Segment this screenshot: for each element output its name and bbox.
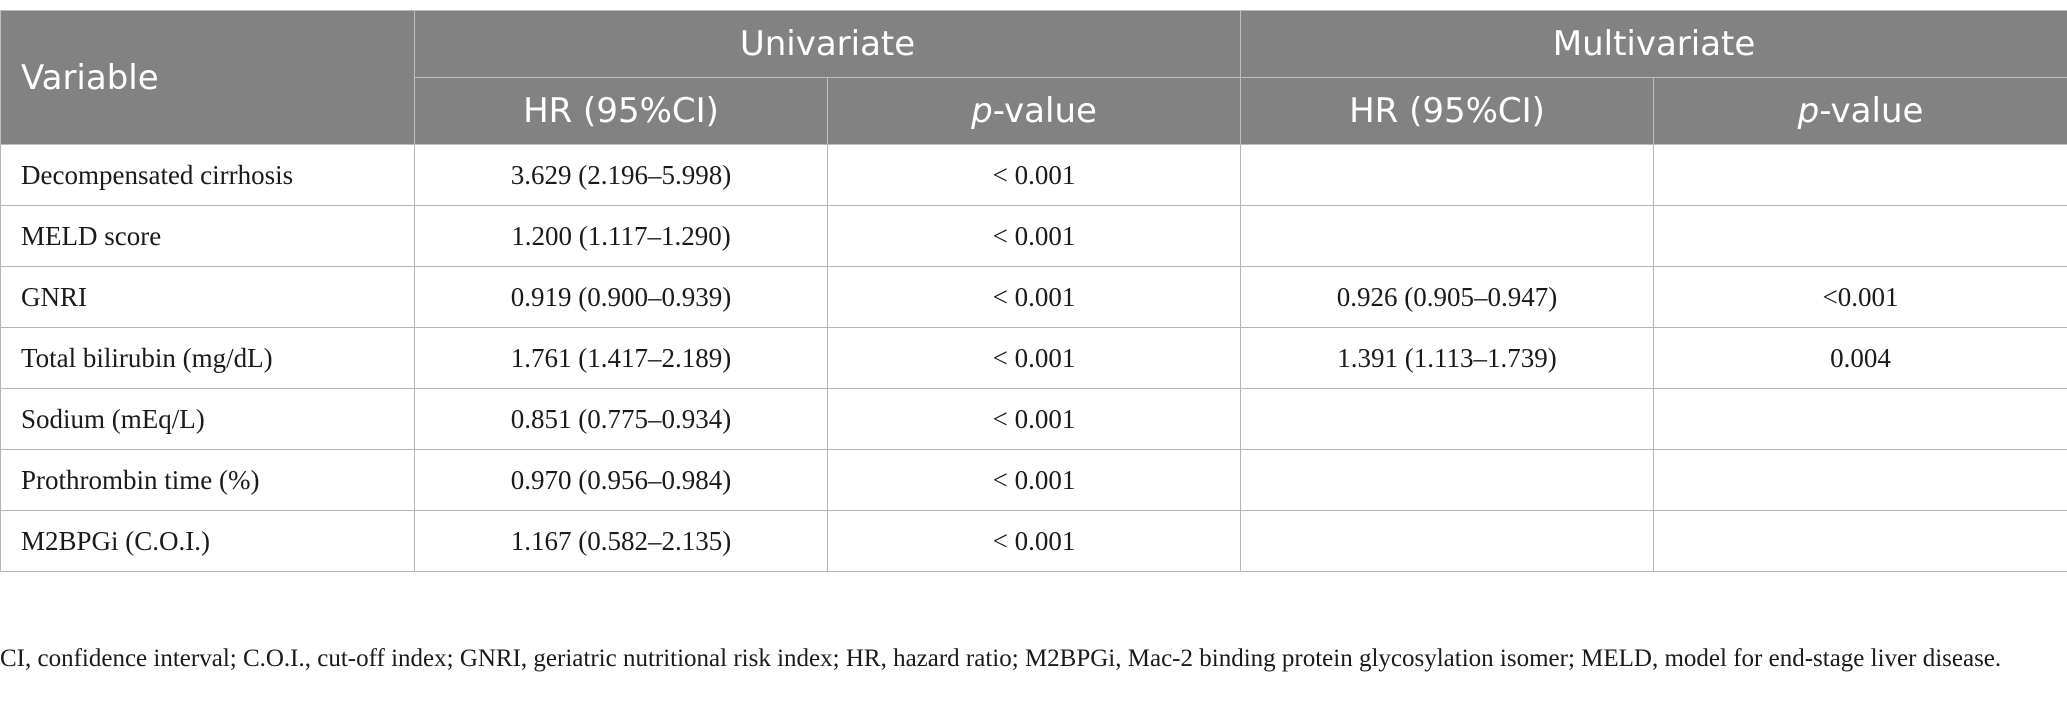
header-multivariate: Multivariate xyxy=(1240,10,2067,78)
header-uni-hr: HR (95%CI) xyxy=(414,77,828,145)
cox-regression-table: Variable Univariate Multivariate HR (95%… xyxy=(0,10,2067,572)
cell-uni-hr: 1.200 (1.117–1.290) xyxy=(414,205,828,267)
p-letter: p xyxy=(1797,91,1820,131)
table-row: Total bilirubin (mg/dL) 1.761 (1.417–2.1… xyxy=(0,327,2067,389)
cell-multi-hr xyxy=(1240,144,1655,206)
cell-uni-hr: 3.629 (2.196–5.998) xyxy=(414,144,828,206)
cell-multi-p: 0.004 xyxy=(1653,327,2067,389)
header-multi-p: p-value xyxy=(1653,77,2067,145)
table-row: Decompensated cirrhosis 3.629 (2.196–5.9… xyxy=(0,144,2067,206)
header-multi-hr: HR (95%CI) xyxy=(1240,77,1655,145)
cell-multi-hr xyxy=(1240,388,1655,450)
cell-variable: Sodium (mEq/L) xyxy=(0,388,415,450)
table-row: MELD score 1.200 (1.117–1.290) < 0.001 xyxy=(0,205,2067,267)
table-row: Sodium (mEq/L) 0.851 (0.775–0.934) < 0.0… xyxy=(0,388,2067,450)
header-row-subcolumns: HR (95%CI) p-value HR (95%CI) p-value xyxy=(1,77,2067,145)
cell-variable: Prothrombin time (%) xyxy=(0,449,415,511)
header-row-groups: Variable Univariate Multivariate xyxy=(0,10,2067,145)
cell-uni-hr: 0.851 (0.775–0.934) xyxy=(414,388,828,450)
cell-uni-hr: 1.167 (0.582–2.135) xyxy=(414,510,828,572)
cell-multi-p xyxy=(1653,205,2067,267)
cell-multi-p: <0.001 xyxy=(1653,266,2067,328)
cell-uni-p: < 0.001 xyxy=(826,327,1242,389)
cell-multi-hr: 1.391 (1.113–1.739) xyxy=(1240,327,1655,389)
cell-variable: MELD score xyxy=(0,205,415,267)
cell-multi-p xyxy=(1653,144,2067,206)
cell-uni-hr: 1.761 (1.417–2.189) xyxy=(414,327,828,389)
header-univariate: Univariate xyxy=(413,10,1242,78)
cell-multi-p xyxy=(1653,388,2067,450)
header-uni-p: p-value xyxy=(826,77,1242,145)
cell-variable: Decompensated cirrhosis xyxy=(0,144,415,206)
cell-uni-p: < 0.001 xyxy=(826,266,1242,328)
header-variable: Variable xyxy=(0,10,415,145)
cell-multi-p xyxy=(1653,449,2067,511)
table-row: M2BPGi (C.O.I.) 1.167 (0.582–2.135) < 0.… xyxy=(0,510,2067,572)
cell-multi-hr: 0.926 (0.905–0.947) xyxy=(1240,266,1655,328)
cell-variable: M2BPGi (C.O.I.) xyxy=(0,510,415,572)
cell-uni-hr: 0.970 (0.956–0.984) xyxy=(414,449,828,511)
table-body: Decompensated cirrhosis 3.629 (2.196–5.9… xyxy=(0,144,2067,572)
table-footnote: CI, confidence interval; C.O.I., cut-off… xyxy=(0,645,2002,672)
cell-uni-p: < 0.001 xyxy=(826,510,1242,572)
cell-variable: GNRI xyxy=(0,266,415,328)
cell-uni-p: < 0.001 xyxy=(826,449,1242,511)
cell-multi-p xyxy=(1653,510,2067,572)
p-suffix: -value xyxy=(992,91,1097,131)
cell-multi-hr xyxy=(1240,449,1655,511)
cell-uni-p: < 0.001 xyxy=(826,205,1242,267)
cell-variable: Total bilirubin (mg/dL) xyxy=(0,327,415,389)
p-suffix: -value xyxy=(1819,91,1924,131)
table-header: Variable Univariate Multivariate HR (95%… xyxy=(0,10,2067,145)
cell-multi-hr xyxy=(1240,510,1655,572)
cell-uni-p: < 0.001 xyxy=(826,388,1242,450)
p-letter: p xyxy=(971,91,993,131)
cell-uni-p: < 0.001 xyxy=(826,144,1242,206)
cell-multi-hr xyxy=(1240,205,1655,267)
table-row: Prothrombin time (%) 0.970 (0.956–0.984)… xyxy=(0,449,2067,511)
results-table-container: Variable Univariate Multivariate HR (95%… xyxy=(0,10,2067,572)
cell-uni-hr: 0.919 (0.900–0.939) xyxy=(414,266,828,328)
table-row: GNRI 0.919 (0.900–0.939) < 0.001 0.926 (… xyxy=(0,266,2067,328)
